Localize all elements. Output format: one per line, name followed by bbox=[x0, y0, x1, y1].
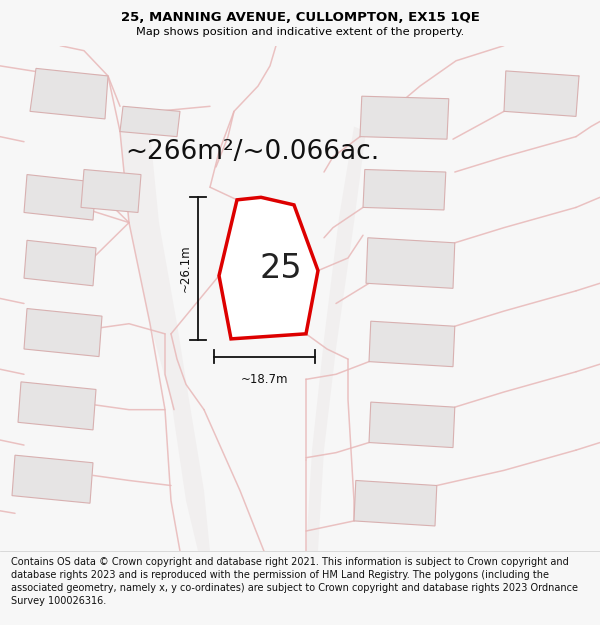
Polygon shape bbox=[354, 481, 437, 526]
Text: ~18.7m: ~18.7m bbox=[241, 372, 289, 386]
Polygon shape bbox=[369, 321, 455, 367]
Text: ~266m²/~0.066ac.: ~266m²/~0.066ac. bbox=[125, 139, 379, 165]
Polygon shape bbox=[363, 169, 446, 210]
Polygon shape bbox=[369, 402, 455, 448]
Polygon shape bbox=[18, 382, 96, 430]
Polygon shape bbox=[120, 132, 210, 551]
Polygon shape bbox=[120, 106, 180, 137]
Text: Map shows position and indicative extent of the property.: Map shows position and indicative extent… bbox=[136, 28, 464, 38]
Polygon shape bbox=[81, 169, 141, 212]
Text: ~26.1m: ~26.1m bbox=[178, 245, 191, 292]
Polygon shape bbox=[219, 198, 318, 339]
Polygon shape bbox=[366, 238, 455, 288]
Polygon shape bbox=[360, 96, 449, 139]
Text: Contains OS data © Crown copyright and database right 2021. This information is : Contains OS data © Crown copyright and d… bbox=[11, 557, 578, 606]
Text: 25, MANNING AVENUE, CULLOMPTON, EX15 1QE: 25, MANNING AVENUE, CULLOMPTON, EX15 1QE bbox=[121, 11, 479, 24]
Polygon shape bbox=[12, 455, 93, 503]
Text: 25: 25 bbox=[259, 252, 302, 284]
Polygon shape bbox=[24, 309, 102, 357]
Polygon shape bbox=[504, 71, 579, 116]
Polygon shape bbox=[306, 126, 366, 551]
Polygon shape bbox=[24, 174, 96, 220]
Polygon shape bbox=[24, 240, 96, 286]
Polygon shape bbox=[30, 68, 108, 119]
